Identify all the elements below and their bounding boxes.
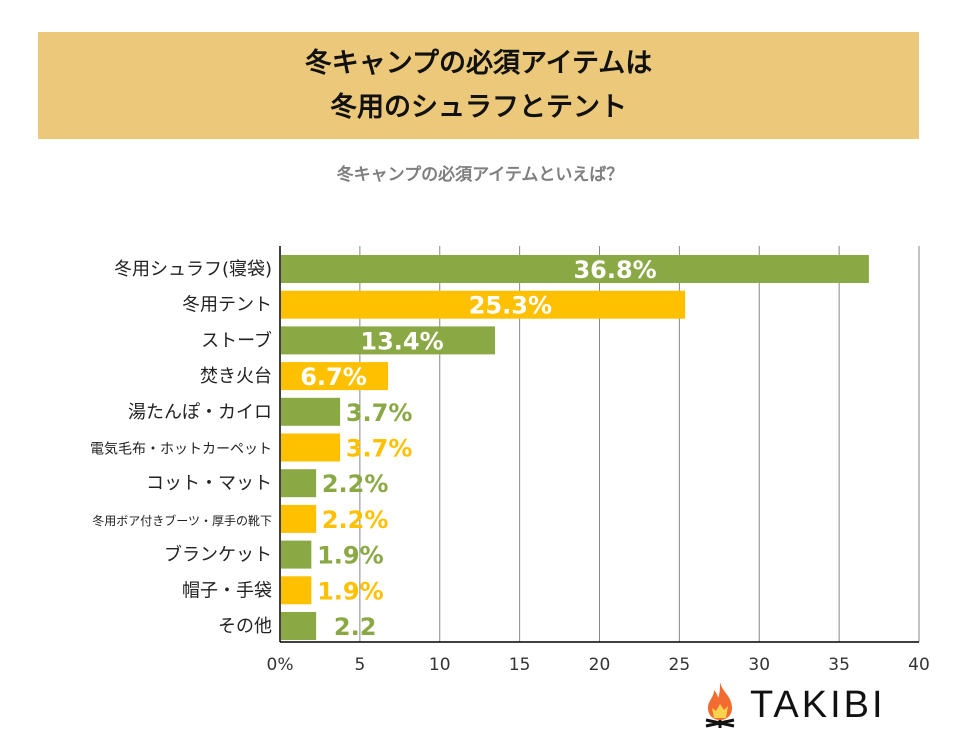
x-tick-label: 15 [509, 655, 531, 675]
category-label: 電気毛布・ホットカーペット [90, 442, 272, 458]
data-label: 2.2 [334, 613, 377, 641]
campfire-icon [705, 682, 735, 728]
category-label: 冬用ボア付きブーツ・厚手の靴下 [92, 513, 272, 528]
category-label: コット・マット [146, 473, 272, 494]
x-tick-label: 30 [748, 655, 770, 675]
bar [281, 397, 341, 426]
title-line-1: 冬キャンプの必須アイテムは [304, 47, 653, 79]
bar [281, 576, 312, 605]
category-label: 冬用テント [182, 295, 272, 316]
data-label: 1.9% [317, 542, 384, 570]
title-line-2: 冬用のシュラフとテント [330, 91, 627, 123]
bar [281, 504, 317, 533]
logo-text: TAKIBI [750, 683, 886, 726]
x-tick-label: 20 [589, 655, 611, 675]
data-label: 36.8% [573, 256, 656, 284]
bar [281, 290, 686, 319]
bar [281, 612, 317, 640]
category-label: ストーブ [201, 329, 272, 351]
data-label: 2.2% [322, 506, 389, 534]
category-label: 焚き火台 [200, 366, 272, 387]
x-tick-label: 5 [354, 655, 365, 675]
bar [281, 469, 317, 498]
data-label: 1.9% [317, 577, 384, 605]
category-label: 帽子・手袋 [182, 580, 272, 601]
data-label: 25.3% [469, 292, 552, 320]
bar [281, 433, 341, 462]
category-label: その他 [218, 616, 272, 637]
takibi-logo: TAKIBI [700, 680, 886, 730]
x-tick-label: 10 [429, 655, 451, 675]
title-banner: 冬キャンプの必須アイテムは 冬用のシュラフとテント [38, 32, 919, 139]
data-label: 3.7% [346, 435, 413, 463]
x-tick-label: 25 [669, 655, 691, 675]
bar [281, 540, 312, 569]
x-tick-label: 35 [828, 655, 850, 675]
data-label: 2.2% [322, 470, 389, 498]
data-label: 3.7% [346, 399, 413, 427]
x-tick-label: 40 [908, 655, 930, 675]
data-label: 13.4% [360, 327, 443, 355]
bar [281, 326, 496, 355]
category-label: 湯たんぽ・カイロ [128, 402, 272, 423]
x-tick-label: 0% [267, 655, 294, 675]
chart-title: 冬キャンプの必須アイテムといえば？ [336, 165, 624, 185]
category-label: 冬用シュラフ(寝袋) [114, 259, 272, 280]
data-label: 6.7% [300, 363, 367, 391]
category-label: ブランケット [164, 544, 272, 566]
bar [281, 255, 869, 283]
bar [281, 362, 389, 391]
